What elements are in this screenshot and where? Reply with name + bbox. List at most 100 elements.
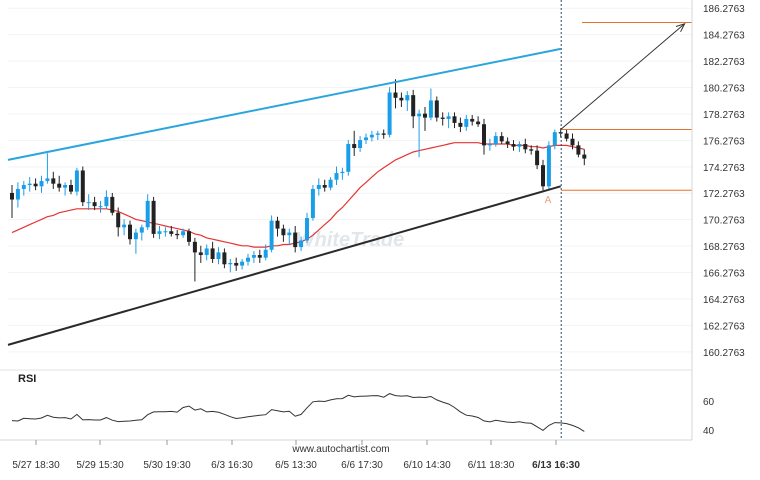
candle-body — [169, 231, 174, 234]
rsi-tick-label: 40 — [703, 426, 715, 437]
candle-body — [157, 231, 162, 234]
x-tick-label: 6/11 18:30 — [468, 460, 515, 471]
candle-body — [352, 144, 357, 148]
candle-body — [576, 145, 581, 155]
candle-body — [92, 202, 97, 207]
candle-body — [246, 257, 250, 262]
candle-body — [487, 144, 492, 146]
y-tick-label: 176.2763 — [703, 136, 745, 147]
candle-body — [358, 140, 363, 148]
candle-body — [440, 117, 445, 119]
candle-body — [310, 188, 315, 219]
candle-body — [482, 124, 486, 146]
candle-body — [393, 92, 398, 98]
candle-body — [198, 252, 203, 256]
candle-body — [423, 113, 427, 118]
candle-body — [228, 262, 233, 265]
rsi-label: RSI — [18, 373, 36, 385]
projection-arrow-head — [675, 22, 686, 33]
candle-body — [51, 178, 56, 184]
candle-body — [546, 145, 551, 187]
candle-body — [564, 133, 569, 139]
candle-body — [257, 255, 262, 258]
candle-body — [322, 185, 327, 188]
candle-body — [499, 136, 504, 142]
candle-body — [305, 218, 309, 241]
y-tick-label: 184.2763 — [703, 31, 745, 42]
candles-layer — [10, 79, 587, 282]
candle-body — [452, 116, 457, 123]
candle-body — [316, 185, 321, 189]
candle-body — [181, 231, 186, 236]
y-tick-label: 168.2763 — [703, 242, 745, 253]
candle-body — [216, 252, 221, 259]
candle-body — [139, 227, 144, 233]
x-tick-label: 6/6 17:30 — [341, 460, 383, 471]
candle-body — [405, 95, 410, 101]
candle-body — [151, 200, 156, 234]
candle-body — [234, 262, 239, 266]
candle-body — [535, 150, 540, 166]
candle-body — [582, 154, 587, 159]
candle-body — [163, 231, 168, 233]
candle-body — [133, 232, 138, 240]
y-tick-label: 180.2763 — [703, 84, 745, 95]
pattern-lines-layer — [7, 0, 692, 440]
y-axis: 186.2763 184.2763 182.2763 180.2763 178.2763… — [691, 0, 745, 440]
moving-average-layer — [11, 142, 585, 248]
x-tick-label: 5/27 18:30 — [12, 460, 60, 471]
candle-body — [328, 179, 333, 188]
candle-body — [517, 144, 522, 147]
candle-body — [434, 100, 439, 118]
candle-body — [346, 144, 351, 172]
projection-arrow-line — [560, 23, 685, 130]
candle-body — [299, 240, 304, 248]
pattern-point-label: A — [545, 195, 552, 206]
candle-body — [57, 183, 62, 188]
candle-body — [175, 233, 180, 236]
candle-body — [33, 183, 38, 187]
candle-body — [552, 132, 557, 146]
y-tick-label: 166.2763 — [703, 269, 745, 280]
channel-upper-line — [7, 47, 561, 161]
candle-body — [411, 95, 416, 117]
candle-body — [21, 185, 26, 189]
candle-body — [45, 178, 50, 182]
candle-body — [446, 116, 451, 119]
candle-body — [204, 248, 209, 256]
x-tick-label: 6/10 14:30 — [403, 460, 451, 471]
candle-body — [369, 134, 374, 138]
candle-body — [511, 144, 516, 147]
x-tick-label: 6/3 16:30 — [211, 460, 253, 471]
candle-body — [287, 232, 292, 236]
y-tick-label: 182.2763 — [703, 57, 745, 68]
y-tick-label: 160.2763 — [703, 348, 745, 359]
candle-body — [334, 173, 339, 180]
candle-body — [458, 122, 463, 127]
candle-body — [428, 100, 433, 118]
candle-body — [269, 220, 274, 250]
candle-body — [375, 133, 380, 135]
candle-body — [222, 252, 227, 265]
candle-body — [476, 121, 481, 125]
candle-body — [104, 196, 109, 207]
grid — [8, 7, 692, 353]
y-tick-label: 178.2763 — [703, 110, 745, 121]
candle-body — [15, 188, 20, 200]
candle-body — [240, 261, 245, 266]
candle-body — [80, 170, 85, 203]
x-tick-label: 5/30 19:30 — [143, 460, 191, 471]
candle-body — [417, 113, 422, 117]
candle-body — [470, 118, 475, 122]
candle-body — [210, 248, 215, 259]
candle-body — [381, 133, 386, 135]
channel-lower-line — [7, 185, 561, 346]
candle-body — [340, 171, 345, 174]
x-tick-label: 6/13 16:30 — [532, 460, 580, 471]
candle-body — [464, 118, 469, 127]
candle-body — [275, 220, 280, 229]
candle-body — [187, 231, 191, 242]
candle-body — [63, 185, 68, 188]
x-tick-label: 5/29 15:30 — [76, 460, 124, 471]
